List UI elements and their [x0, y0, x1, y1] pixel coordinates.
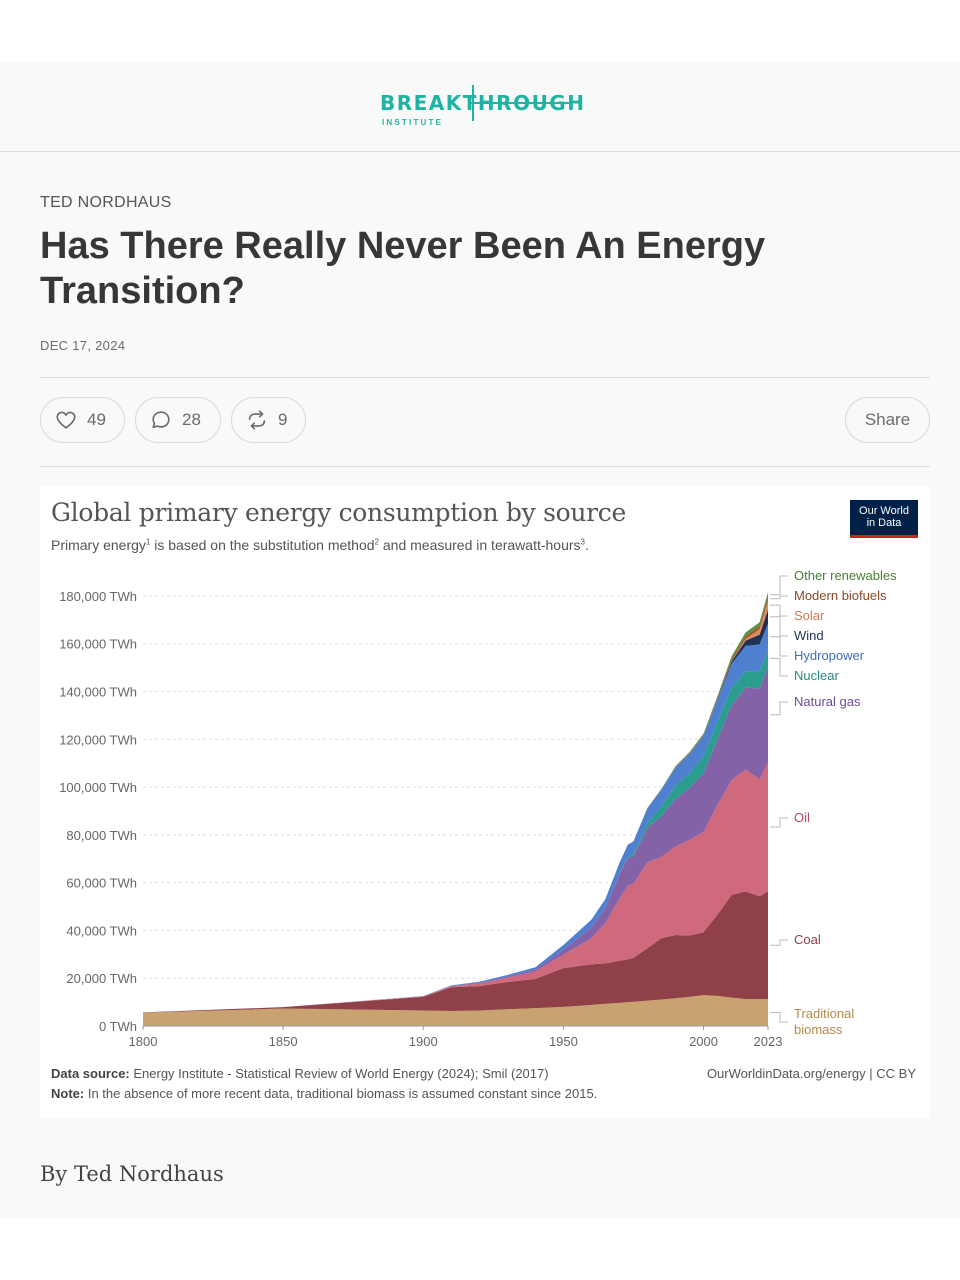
- y-tick-label: 80,000 TWh: [66, 828, 137, 843]
- footnote-marker: 3: [580, 537, 585, 547]
- chart-subtitle: Primary energy1 is based on the substitu…: [51, 537, 589, 553]
- chart-note-text: In the absence of more recent data, trad…: [84, 1086, 598, 1101]
- series-label: Other renewables: [794, 568, 897, 583]
- area-coal: [143, 891, 768, 1013]
- y-tick-label: 20,000 TWh: [66, 971, 137, 986]
- comment-bubble-icon: [152, 411, 170, 429]
- comment-button[interactable]: 28: [135, 397, 221, 443]
- divider-top: [40, 377, 930, 378]
- series-label: Solar: [794, 608, 825, 623]
- y-tick-label: 0 TWh: [99, 1019, 137, 1034]
- series-label: Modern biofuels: [794, 588, 887, 603]
- footnote-marker: 2: [374, 537, 379, 547]
- publication-logo[interactable]: BREAKTHROUGH INSTITUTE: [380, 79, 584, 135]
- like-count: 49: [87, 410, 106, 429]
- logo-mark-rule: [470, 101, 572, 104]
- x-tick-label: 2023: [754, 1034, 783, 1049]
- chart-note: Note: In the absence of more recent data…: [51, 1086, 597, 1101]
- post-byline: By Ted Nordhaus: [40, 1162, 224, 1186]
- area-oil: [143, 762, 768, 1013]
- series-label: Nuclear: [794, 668, 839, 683]
- owid-logo[interactable]: Our World in Data: [850, 500, 918, 538]
- chart-note-label: Note:: [51, 1086, 85, 1101]
- legend-leader-line: [770, 595, 788, 600]
- y-tick-label: 120,000 TWh: [59, 732, 137, 747]
- y-tick-label: 160,000 TWh: [59, 637, 137, 652]
- legend-leader-line: [770, 939, 788, 946]
- page-background: BREAKTHROUGH INSTITUTE TED NORDHAUS Has …: [0, 62, 960, 1218]
- post-date: DEC 17, 2024: [40, 338, 126, 353]
- legend-leader-line: [770, 1012, 788, 1023]
- legend-leader-line: [770, 604, 788, 617]
- stacked-area-chart[interactable]: 0 TWh 20,000 TWh 40,000 TWh 60,000 TWh 80,00…: [40, 566, 930, 1056]
- area-natural-gas: [143, 666, 768, 1013]
- x-tick-label: 1900: [409, 1034, 438, 1049]
- series-label: biomass: [794, 1022, 843, 1037]
- legend-leader-line: [770, 575, 788, 596]
- data-source: Data source: Energy Institute - Statisti…: [51, 1066, 549, 1081]
- subtitle-part: .: [585, 537, 589, 553]
- owid-logo-line: Our World: [859, 505, 909, 517]
- footnote-marker: 1: [145, 537, 151, 547]
- series-label: Hydropower: [794, 648, 865, 663]
- legend-leader-line: [770, 636, 788, 657]
- series-label: Wind: [794, 628, 824, 643]
- restack-arrows-icon: [248, 410, 266, 430]
- share-button[interactable]: Share: [845, 397, 930, 443]
- y-tick-label: 40,000 TWh: [66, 923, 137, 938]
- series-label: Natural gas: [794, 694, 861, 709]
- y-tick-label: 180,000 TWh: [59, 589, 137, 604]
- data-source-text: Energy Institute - Statistical Review of…: [129, 1066, 549, 1081]
- comment-count: 28: [182, 410, 201, 429]
- y-tick-label: 100,000 TWh: [59, 780, 137, 795]
- legend-leader-line: [770, 701, 788, 716]
- post-title: Has There Really Never Been An Energy Tr…: [40, 225, 766, 312]
- x-tick-label: 1950: [549, 1034, 578, 1049]
- y-tick-label: 140,000 TWh: [59, 685, 137, 700]
- y-tick-label: 60,000 TWh: [66, 876, 137, 891]
- series-label: Traditional: [794, 1006, 854, 1021]
- legend-leader-line: [770, 616, 788, 637]
- subtitle-part: and measured in terawatt-hours: [378, 537, 581, 553]
- share-label: Share: [864, 410, 911, 429]
- divider-bottom: [40, 466, 930, 467]
- series-label: Coal: [794, 932, 821, 947]
- owid-logo-line: in Data: [866, 517, 902, 529]
- x-tick-label: 1800: [129, 1034, 158, 1049]
- subtitle-part: is based on the substitution method: [150, 537, 375, 553]
- x-tick-label: 1850: [269, 1034, 298, 1049]
- legend-leader-line: [770, 657, 788, 677]
- restack-button[interactable]: 9: [231, 397, 306, 443]
- like-button[interactable]: 49: [40, 397, 125, 443]
- masthead: BREAKTHROUGH INSTITUTE: [0, 62, 960, 152]
- data-source-label: Data source:: [51, 1066, 130, 1081]
- post-author[interactable]: TED NORDHAUS: [40, 194, 172, 211]
- chart-credit-link[interactable]: OurWorldinData.org/energy | CC BY: [706, 1066, 916, 1081]
- series-label: Oil: [794, 810, 810, 825]
- logo-subtitle: INSTITUTE: [382, 117, 444, 127]
- x-tick-label: 2000: [689, 1034, 718, 1049]
- chart-title: Global primary energy consumption by sou…: [51, 498, 627, 527]
- legend-leader-line: [770, 817, 788, 828]
- subtitle-part: Primary energy: [51, 537, 146, 553]
- area-traditional-biomass: [143, 995, 768, 1026]
- restack-count: 9: [278, 410, 288, 429]
- heart-icon: [56, 411, 76, 429]
- chart-figure[interactable]: Global primary energy consumption by sou…: [40, 486, 930, 1118]
